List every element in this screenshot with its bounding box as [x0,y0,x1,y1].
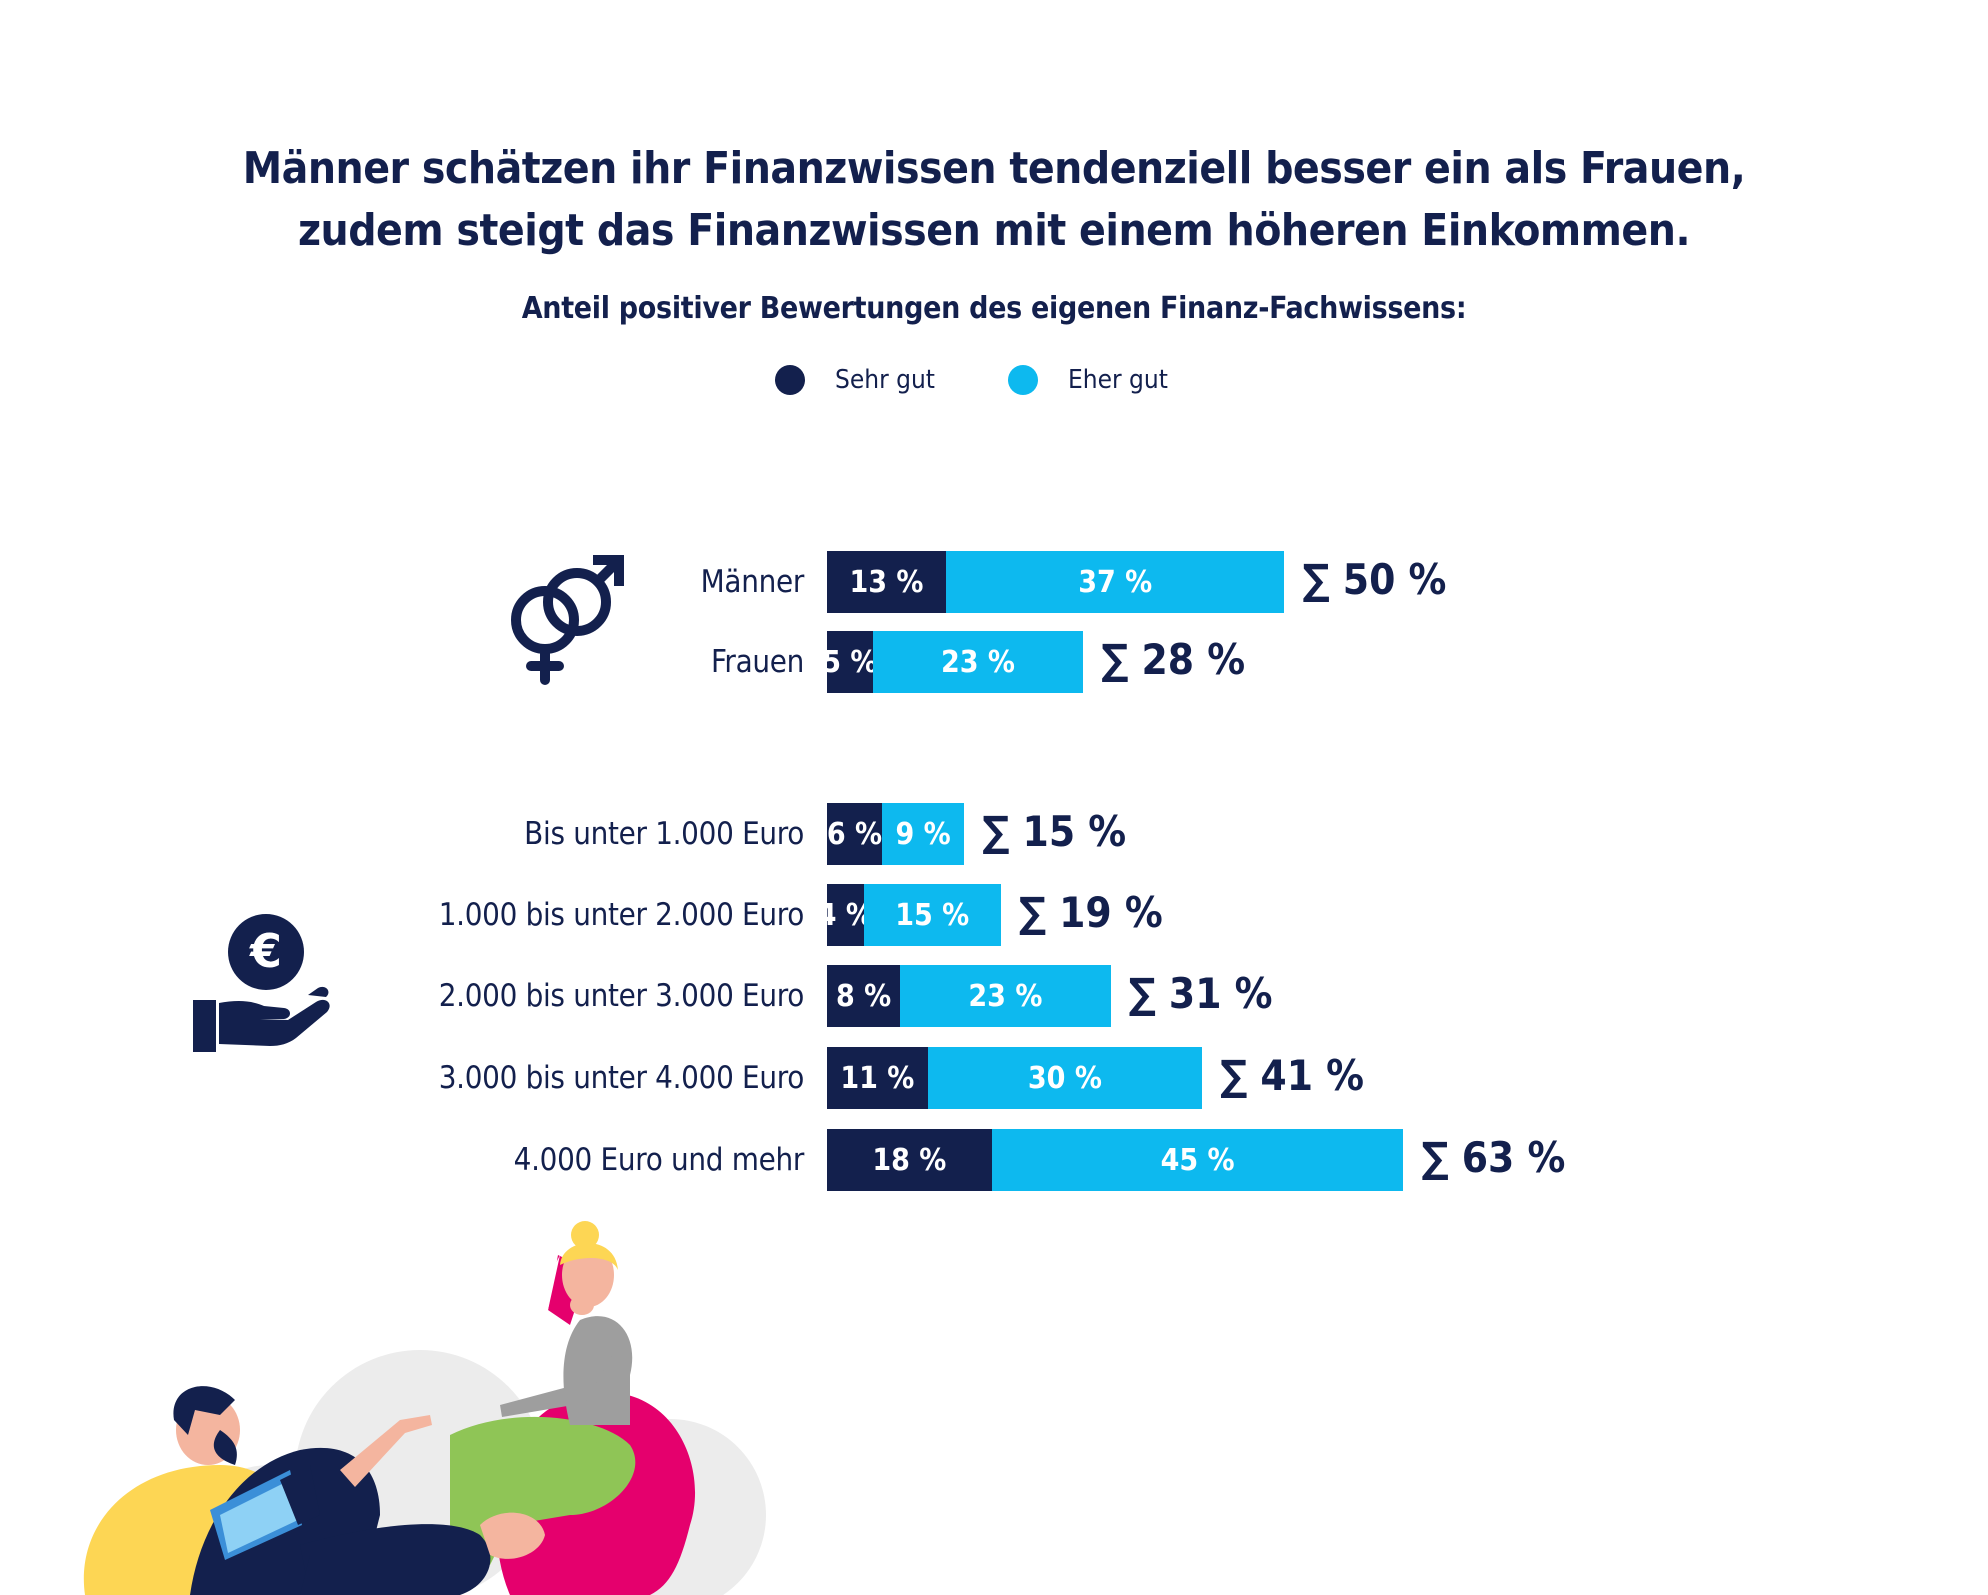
category-label-4-000-euro-und-mehr: 4.000 Euro und mehr [513,1142,805,1178]
bar-sehr-gut-m-nner: 13 % [827,551,946,613]
euro-hand-icon: € [193,914,330,1052]
total-label-3-000-bis-unter-4-000-euro: ∑ 41 % [1220,1051,1365,1100]
total-label-frauen: ∑ 28 % [1101,635,1246,684]
bar-sehr-gut-2-000-bis-unter-3-000-euro: 8 % [827,965,901,1027]
data-label-sehr-gut-m-nner: 13 % [849,564,924,600]
category-label-m-nner: Männer [700,564,805,600]
category-label-3-000-bis-unter-4-000-euro: 3.000 bis unter 4.000 Euro [438,1060,805,1096]
chart-subtitle: Anteil positiver Bewertungen des eigenen… [521,291,1467,326]
total-label-1-000-bis-unter-2-000-euro: ∑ 19 % [1018,888,1163,937]
total-label-4-000-euro-und-mehr: ∑ 63 % [1421,1133,1566,1182]
data-label-sehr-gut-2-000-bis-unter-3-000-euro: 8 % [835,978,892,1014]
legend-label-sehr-gut: Sehr gut [835,365,935,395]
legend-swatch-eher-gut [1008,365,1038,395]
bar-eher-gut-frauen: 23 % [872,631,1084,693]
legend-swatch-sehr-gut [775,365,805,395]
bar-sehr-gut-frauen: 5 % [822,631,877,693]
data-label-eher-gut-1-000-bis-unter-2-000-euro: 15 % [895,897,970,933]
gender-symbol-icon [511,555,624,685]
bar-eher-gut-m-nner: 37 % [945,551,1285,613]
people-reading-illustration [83,1221,766,1595]
total-label-bis-unter-1-000-euro: ∑ 15 % [982,807,1127,856]
bar-eher-gut-1-000-bis-unter-2-000-euro: 15 % [863,884,1001,946]
bar-eher-gut-bis-unter-1-000-euro: 9 % [881,803,965,865]
svg-text:€: € [249,924,282,978]
bar-eher-gut-4-000-euro-und-mehr: 45 % [991,1129,1404,1191]
data-label-eher-gut-2-000-bis-unter-3-000-euro: 23 % [968,978,1043,1014]
bar-eher-gut-2-000-bis-unter-3-000-euro: 23 % [900,965,1111,1027]
data-label-eher-gut-4-000-euro-und-mehr: 45 % [1160,1142,1235,1178]
data-label-sehr-gut-bis-unter-1-000-euro: 6 % [826,816,883,852]
category-label-2-000-bis-unter-3-000-euro: 2.000 bis unter 3.000 Euro [438,978,805,1014]
category-label-bis-unter-1-000-euro: Bis unter 1.000 Euro [524,816,804,852]
data-label-sehr-gut-frauen: 5 % [822,644,878,680]
bar-sehr-gut-3-000-bis-unter-4-000-euro: 11 % [827,1047,928,1109]
legend-item-eher-gut: Eher gut [1008,363,1168,397]
bar-sehr-gut-bis-unter-1-000-euro: 6 % [827,803,882,865]
total-label-2-000-bis-unter-3-000-euro: ∑ 31 % [1128,969,1273,1018]
data-label-sehr-gut-3-000-bis-unter-4-000-euro: 11 % [840,1060,915,1096]
bar-eher-gut-3-000-bis-unter-4-000-euro: 30 % [927,1047,1203,1109]
chart-title: Männer schätzen ihr Finanzwissen tendenz… [0,138,1988,262]
category-label-frauen: Frauen [710,644,804,680]
category-label-1-000-bis-unter-2-000-euro: 1.000 bis unter 2.000 Euro [438,897,805,933]
chart-title-line-1: Männer schätzen ihr Finanzwissen tendenz… [242,143,1746,194]
legend-item-sehr-gut: Sehr gut [775,363,935,397]
chart-title-line-2: zudem steigt das Finanzwissen mit einem … [297,205,1691,256]
bar-sehr-gut-4-000-euro-und-mehr: 18 % [827,1129,992,1191]
data-label-eher-gut-bis-unter-1-000-euro: 9 % [895,816,951,852]
data-label-eher-gut-3-000-bis-unter-4-000-euro: 30 % [1027,1060,1102,1096]
data-label-sehr-gut-4-000-euro-und-mehr: 18 % [872,1142,947,1178]
legend-label-eher-gut: Eher gut [1068,365,1168,395]
bar-sehr-gut-1-000-bis-unter-2-000-euro: 4 % [818,884,873,946]
total-label-m-nner: ∑ 50 % [1302,555,1447,604]
data-label-eher-gut-frauen: 23 % [940,644,1015,680]
data-label-eher-gut-m-nner: 37 % [1078,564,1153,600]
